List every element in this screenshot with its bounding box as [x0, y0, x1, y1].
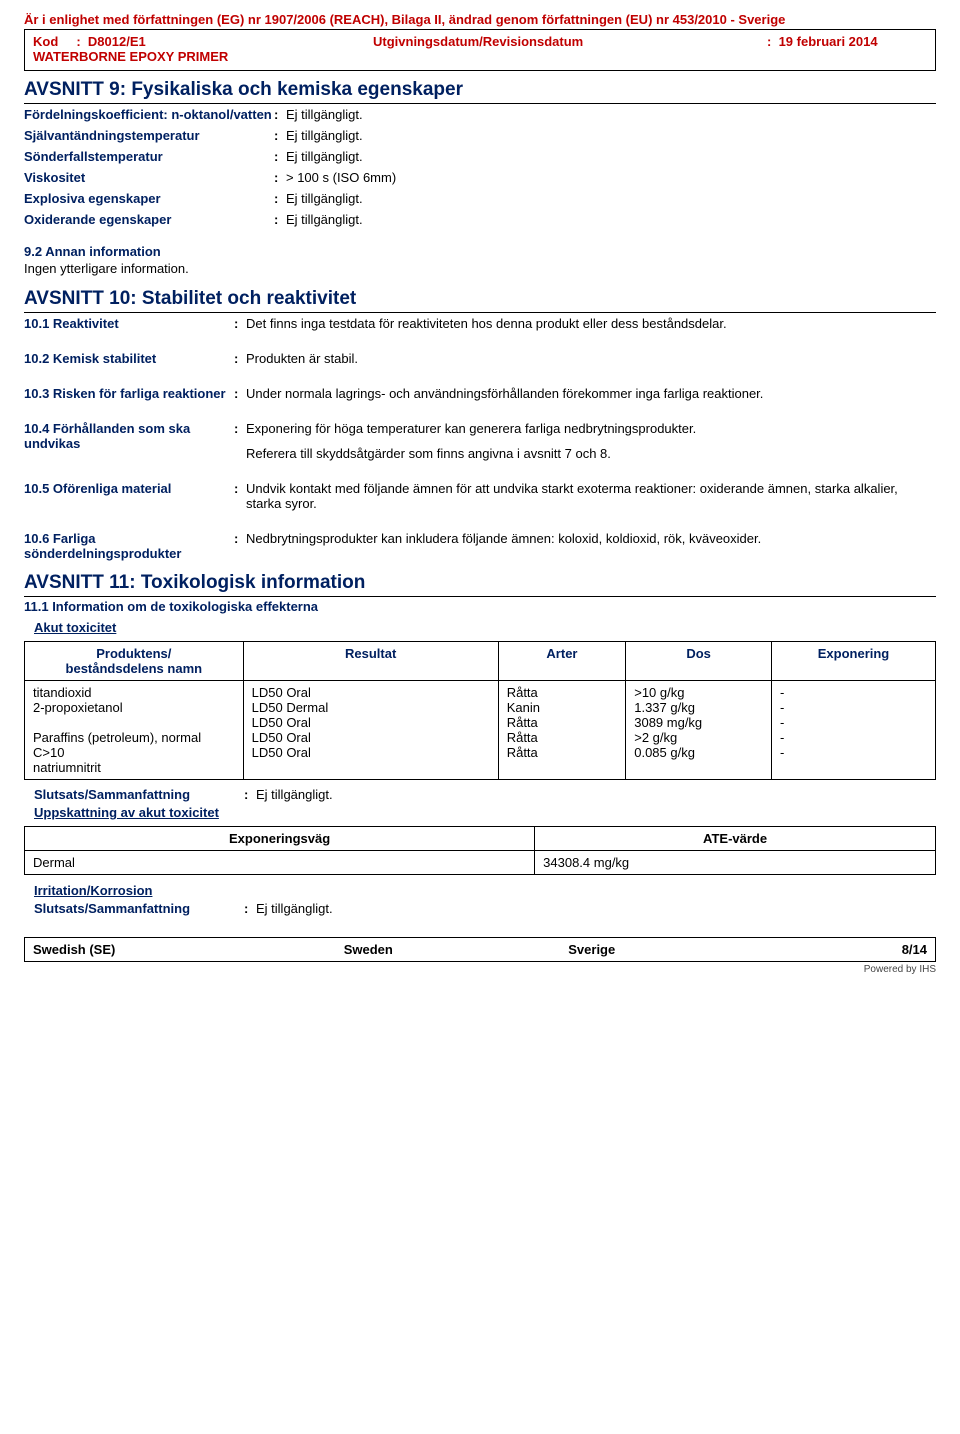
- colon: :: [234, 531, 246, 546]
- sub-9-2: 9.2 Annan information: [24, 244, 936, 259]
- s10-3-label: 10.3 Risken för farliga reaktioner: [24, 386, 234, 401]
- colon: :: [244, 901, 256, 916]
- footer-page: 8/14: [704, 942, 928, 957]
- footer-box: Swedish (SE) Sweden Sverige 8/14: [24, 937, 936, 962]
- tox-th-0: Produktens/beståndsdelens namn: [25, 642, 244, 681]
- slutsats-label-2: Slutsats/Sammanfattning: [34, 901, 244, 916]
- colon: :: [234, 421, 246, 436]
- header-box: Kod : D8012/E1 Utgivningsdatum/Revisions…: [24, 29, 936, 71]
- ate-th-1: Exponeringsväg: [25, 827, 535, 851]
- colon: :: [274, 107, 286, 122]
- ate-th-2: ATE-värde: [535, 827, 936, 851]
- tox-th-3: Dos: [626, 642, 772, 681]
- colon: :: [274, 191, 286, 206]
- kod-label: Kod: [33, 34, 58, 49]
- s10-6-label: 10.6 Farliga sönderdelningsprodukter: [24, 531, 234, 561]
- colon: :: [274, 149, 286, 164]
- property-value: > 100 s (ISO 6mm): [286, 170, 936, 185]
- kod-colon: :: [62, 34, 84, 49]
- tox-cell: -----: [771, 681, 935, 780]
- s10-2-val: Produkten är stabil.: [246, 351, 936, 366]
- footer-a: Swedish (SE): [33, 942, 257, 957]
- property-value: Ej tillgängligt.: [286, 107, 936, 122]
- tox-th-4: Exponering: [771, 642, 935, 681]
- date-value: 19 februari 2014: [779, 34, 878, 49]
- property-value: Ej tillgängligt.: [286, 212, 936, 227]
- s10-5-label: 10.5 Oförenliga material: [24, 481, 234, 496]
- footer-b: Sweden: [257, 942, 481, 957]
- sub-9-2-body: Ingen ytterligare information.: [24, 261, 936, 276]
- colon: :: [244, 787, 256, 802]
- property-row: Explosiva egenskaper:Ej tillgängligt.: [24, 188, 936, 209]
- s10-4-val2: Referera till skyddsåtgärder som finns a…: [246, 446, 936, 461]
- property-value: Ej tillgängligt.: [286, 149, 936, 164]
- tox-cell: titandioxid2-propoxietanol Paraffins (pe…: [25, 681, 244, 780]
- footer-c: Sverige: [480, 942, 704, 957]
- property-label: Fördelningskoefficient: n-oktanol/vatten: [24, 107, 274, 122]
- colon: :: [234, 351, 246, 366]
- ate-td-1: Dermal: [25, 851, 535, 875]
- toxicity-table: Produktens/beståndsdelens namn Resultat …: [24, 641, 936, 780]
- product-name: WATERBORNE EPOXY PRIMER: [33, 49, 927, 64]
- powered-by: Powered by IHS: [24, 964, 936, 975]
- slutsats-val-1: Ej tillgängligt.: [256, 787, 936, 802]
- s10-4-val: Exponering för höga temperaturer kan gen…: [246, 421, 936, 436]
- acute-toxicity-heading: Akut toxicitet: [34, 620, 936, 635]
- s10-2-label: 10.2 Kemisk stabilitet: [24, 351, 234, 366]
- irritation-heading: Irritation/Korrosion: [34, 883, 936, 898]
- s10-5-val: Undvik kontakt med följande ämnen för at…: [246, 481, 936, 511]
- property-row: Fördelningskoefficient: n-oktanol/vatten…: [24, 104, 936, 125]
- s10-3-val: Under normala lagrings- och användningsf…: [246, 386, 936, 401]
- s10-1-label: 10.1 Reaktivitet: [24, 316, 234, 331]
- property-value: Ej tillgängligt.: [286, 128, 936, 143]
- property-row: Viskositet:> 100 s (ISO 6mm): [24, 167, 936, 188]
- tox-cell: >10 g/kg1.337 g/kg3089 mg/kg>2 g/kg0.085…: [626, 681, 772, 780]
- s10-4-label: 10.4 Förhållanden som ska undvikas: [24, 421, 234, 451]
- colon: :: [274, 128, 286, 143]
- property-row: Sönderfallstemperatur:Ej tillgängligt.: [24, 146, 936, 167]
- property-label: Viskositet: [24, 170, 274, 185]
- slutsats-val-2: Ej tillgängligt.: [256, 901, 936, 916]
- property-label: Självantändningstemperatur: [24, 128, 274, 143]
- colon: :: [274, 212, 286, 227]
- colon: :: [234, 386, 246, 401]
- property-row: Självantändningstemperatur:Ej tillgängli…: [24, 125, 936, 146]
- property-value: Ej tillgängligt.: [286, 191, 936, 206]
- section-10-title: AVSNITT 10: Stabilitet och reaktivitet: [24, 282, 936, 313]
- kod-value: D8012/E1: [88, 34, 146, 49]
- date-label: Utgivningsdatum/Revisionsdatum: [373, 34, 583, 49]
- s10-1-val: Det finns inga testdata för reaktivitete…: [246, 316, 936, 331]
- colon: :: [274, 170, 286, 185]
- property-label: Explosiva egenskaper: [24, 191, 274, 206]
- tox-th-2: Arter: [498, 642, 626, 681]
- compliance-header: Är i enlighet med författningen (EG) nr …: [24, 12, 936, 27]
- tox-cell: LD50 OralLD50 DermalLD50 OralLD50 OralLD…: [243, 681, 498, 780]
- uppskattning-heading: Uppskattning av akut toxicitet: [34, 805, 936, 820]
- property-label: Sönderfallstemperatur: [24, 149, 274, 164]
- tox-th-1: Resultat: [243, 642, 498, 681]
- s11-1-heading: 11.1 Information om de toxikologiska eff…: [24, 599, 936, 614]
- colon: :: [234, 316, 246, 331]
- ate-table: Exponeringsväg ATE-värde Dermal 34308.4 …: [24, 826, 936, 875]
- colon: :: [234, 481, 246, 496]
- tox-cell: RåttaKaninRåttaRåttaRåtta: [498, 681, 626, 780]
- property-row: Oxiderande egenskaper:Ej tillgängligt.: [24, 209, 936, 230]
- s10-6-val: Nedbrytningsprodukter kan inkludera följ…: [246, 531, 936, 546]
- date-colon: :: [767, 34, 775, 49]
- slutsats-label-1: Slutsats/Sammanfattning: [34, 787, 244, 802]
- property-label: Oxiderande egenskaper: [24, 212, 274, 227]
- section-9-title: AVSNITT 9: Fysikaliska och kemiska egens…: [24, 73, 936, 104]
- ate-td-2: 34308.4 mg/kg: [535, 851, 936, 875]
- section-11-title: AVSNITT 11: Toxikologisk information: [24, 566, 936, 597]
